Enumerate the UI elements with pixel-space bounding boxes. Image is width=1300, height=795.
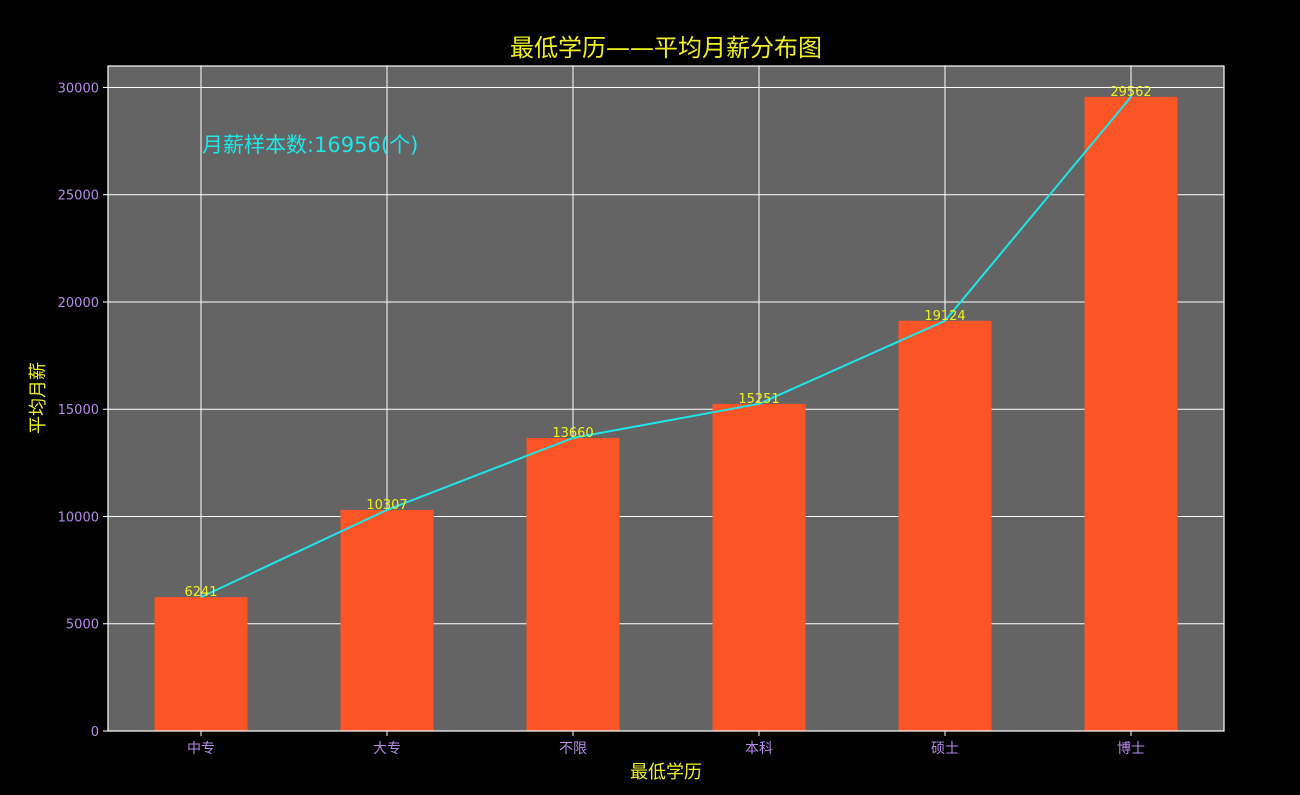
y-tick-label: 10000 [58,510,99,525]
x-tick-label: 本科 [745,741,773,757]
y-axis-ticks: 0 5000 10000 15000 20000 25000 30000 [58,81,108,740]
x-tick-label: 中专 [187,741,215,757]
chart-title: 最低学历——平均月薪分布图 [510,34,822,62]
bar [898,320,992,731]
y-tick-label: 30000 [58,81,99,96]
data-label: 13660 [552,426,593,441]
bar [1084,96,1178,732]
bars [154,96,1178,732]
data-label: 10307 [366,498,407,513]
plot-frame [107,65,1225,732]
y-axis-label: 平均月薪 [28,362,49,434]
data-label: 6241 [184,585,217,600]
x-tick-label: 硕士 [931,741,959,757]
bar [526,437,620,731]
x-tick-label: 博士 [1117,740,1145,757]
line-series [200,96,1132,599]
x-axis-ticks: 中专 大专 不限 本科 硕士 博士 [187,731,1145,757]
x-axis-label: 最低学历 [630,762,702,783]
sample-count-annotation: 月薪样本数:16956(个) [202,133,418,157]
plot-area [108,66,1224,731]
y-tick-label: 25000 [58,189,99,204]
y-tick-label: 5000 [66,618,99,633]
line-series-path [200,96,1132,599]
bar [340,509,434,731]
y-tick-label: 15000 [58,403,99,418]
x-tick-label: 不限 [559,741,587,757]
x-tick-label: 大专 [373,741,401,757]
data-label: 19124 [924,309,965,324]
data-label: 15251 [738,392,779,407]
data-labels: 6241 10307 13660 15251 19124 29562 [184,85,1151,600]
y-tick-label: 0 [91,725,99,740]
bar [712,403,806,731]
y-tick-label: 20000 [58,296,99,311]
data-label: 29562 [1110,85,1151,100]
bar [154,597,248,731]
